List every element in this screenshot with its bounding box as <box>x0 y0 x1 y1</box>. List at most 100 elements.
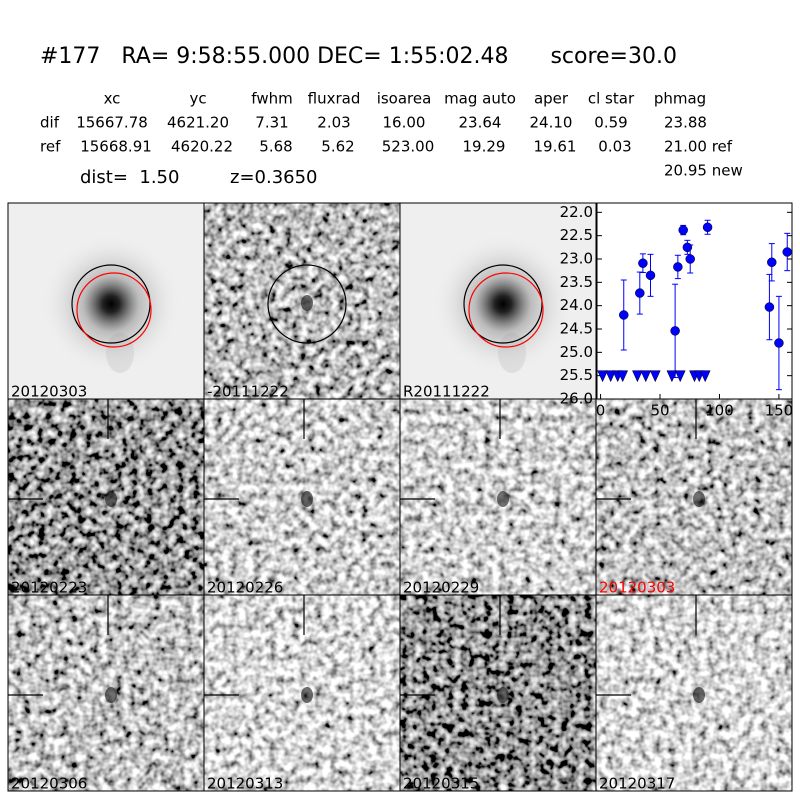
stamp <box>204 595 400 791</box>
aperture <box>267 264 347 344</box>
upper-limit <box>632 370 643 383</box>
residual <box>301 295 313 311</box>
table-cell: 15667.78 <box>76 114 148 132</box>
stamp <box>204 203 400 399</box>
table-cell: 19.29 <box>463 138 506 156</box>
column-header: aper <box>534 90 569 108</box>
table-cell: 15668.91 <box>80 138 152 156</box>
stamp-label: 20120313 <box>207 775 283 793</box>
table-cell: 0.03 <box>598 138 631 156</box>
stamp <box>400 203 596 399</box>
detection <box>670 326 680 336</box>
table-cell: 523.00 <box>382 138 435 156</box>
table-cell: 5.62 <box>321 138 354 156</box>
table-cell: 2.03 <box>317 114 350 132</box>
residual <box>693 687 705 703</box>
upper-limit <box>699 370 711 383</box>
row-label: ref <box>40 138 61 156</box>
column-header: xc <box>104 90 121 108</box>
y-tick-label: 24.5 <box>560 320 593 338</box>
table-cell: 19.61 <box>534 138 577 156</box>
table-cell: 23.64 <box>459 114 502 132</box>
table-cell: 4620.22 <box>171 138 233 156</box>
stamp-label: 20120317 <box>599 775 675 793</box>
upper-limit <box>666 370 678 383</box>
detection <box>782 247 792 257</box>
stamp <box>204 399 400 595</box>
detection <box>774 338 784 348</box>
x-tick-label: 100 <box>705 402 734 420</box>
residual <box>497 491 509 507</box>
galaxy <box>433 234 573 374</box>
upper-limit <box>605 370 617 383</box>
residual <box>693 491 705 507</box>
x-tick-label: 150 <box>765 402 794 420</box>
stamp <box>400 399 596 595</box>
dist: dist= 1.50 <box>80 167 179 188</box>
stamp <box>400 595 596 791</box>
x-tick-label: 0 <box>596 402 606 420</box>
upper-limit <box>649 370 661 383</box>
upper-limit <box>640 370 652 383</box>
detection <box>685 254 695 264</box>
table-cell: 5.68 <box>259 138 292 156</box>
stamp-label: 20120229 <box>403 579 479 597</box>
y-tick-label: 24.0 <box>560 296 593 314</box>
table-cell: 23.88 <box>664 114 707 132</box>
detection <box>678 225 688 235</box>
stamp-label: 20120306 <box>11 775 87 793</box>
stamp <box>8 203 204 399</box>
galaxy <box>41 234 181 374</box>
table-cell: 7.31 <box>255 114 288 132</box>
table-cell: 0.59 <box>594 114 627 132</box>
residual <box>105 491 117 507</box>
aperture <box>468 272 544 348</box>
stamp <box>8 399 204 595</box>
column-header: fwhm <box>251 90 292 108</box>
column-header: cl star <box>588 90 635 108</box>
residual <box>497 687 509 703</box>
detection <box>764 302 775 312</box>
detection <box>619 310 629 320</box>
row-label: dif <box>40 114 60 132</box>
stamp-label: R20111222 <box>403 383 490 401</box>
stamp <box>8 595 204 791</box>
title: #177 RA= 9:58:55.000 DEC= 1:55:02.48 sco… <box>40 44 677 69</box>
table-cell: 24.10 <box>530 114 573 132</box>
redshift: z=0.3650 <box>230 167 318 188</box>
y-tick-label: 25.0 <box>560 343 593 361</box>
stamp <box>596 399 792 595</box>
y-tick-label: 22.0 <box>560 203 593 221</box>
residual <box>301 491 313 507</box>
stamp-label: 20120315 <box>403 775 479 793</box>
column-header: mag auto <box>444 90 516 108</box>
detection <box>767 257 777 268</box>
detection <box>673 262 683 272</box>
stamp-label: 20120226 <box>207 579 283 597</box>
table-cell: 21.00 ref <box>664 138 733 156</box>
column-header: yc <box>189 90 206 108</box>
y-tick-label: 23.5 <box>560 273 593 291</box>
y-tick-label: 25.5 <box>560 366 593 384</box>
stamp-frame <box>595 594 793 792</box>
detection <box>645 270 656 281</box>
table-cell: 4621.20 <box>167 114 229 132</box>
detection <box>635 288 645 298</box>
phmag-new: 20.95 new <box>664 162 743 180</box>
upper-limit <box>617 370 629 383</box>
y-tick-label: 22.5 <box>560 226 593 244</box>
residual <box>301 687 313 703</box>
column-header: isoarea <box>377 90 432 108</box>
stamp-label: 20120303 <box>11 383 87 401</box>
column-header: fluxrad <box>308 90 361 108</box>
stamp-label: 20120303 <box>599 579 675 597</box>
stamp-label: -20111222 <box>207 383 289 401</box>
y-tick-label: 23.0 <box>560 250 593 268</box>
plot-area <box>596 202 793 400</box>
y-tick-label: 26.0 <box>560 390 593 408</box>
residual <box>105 687 117 703</box>
detection <box>702 222 713 233</box>
detection <box>638 258 648 268</box>
table-cell: 16.00 <box>383 114 426 132</box>
